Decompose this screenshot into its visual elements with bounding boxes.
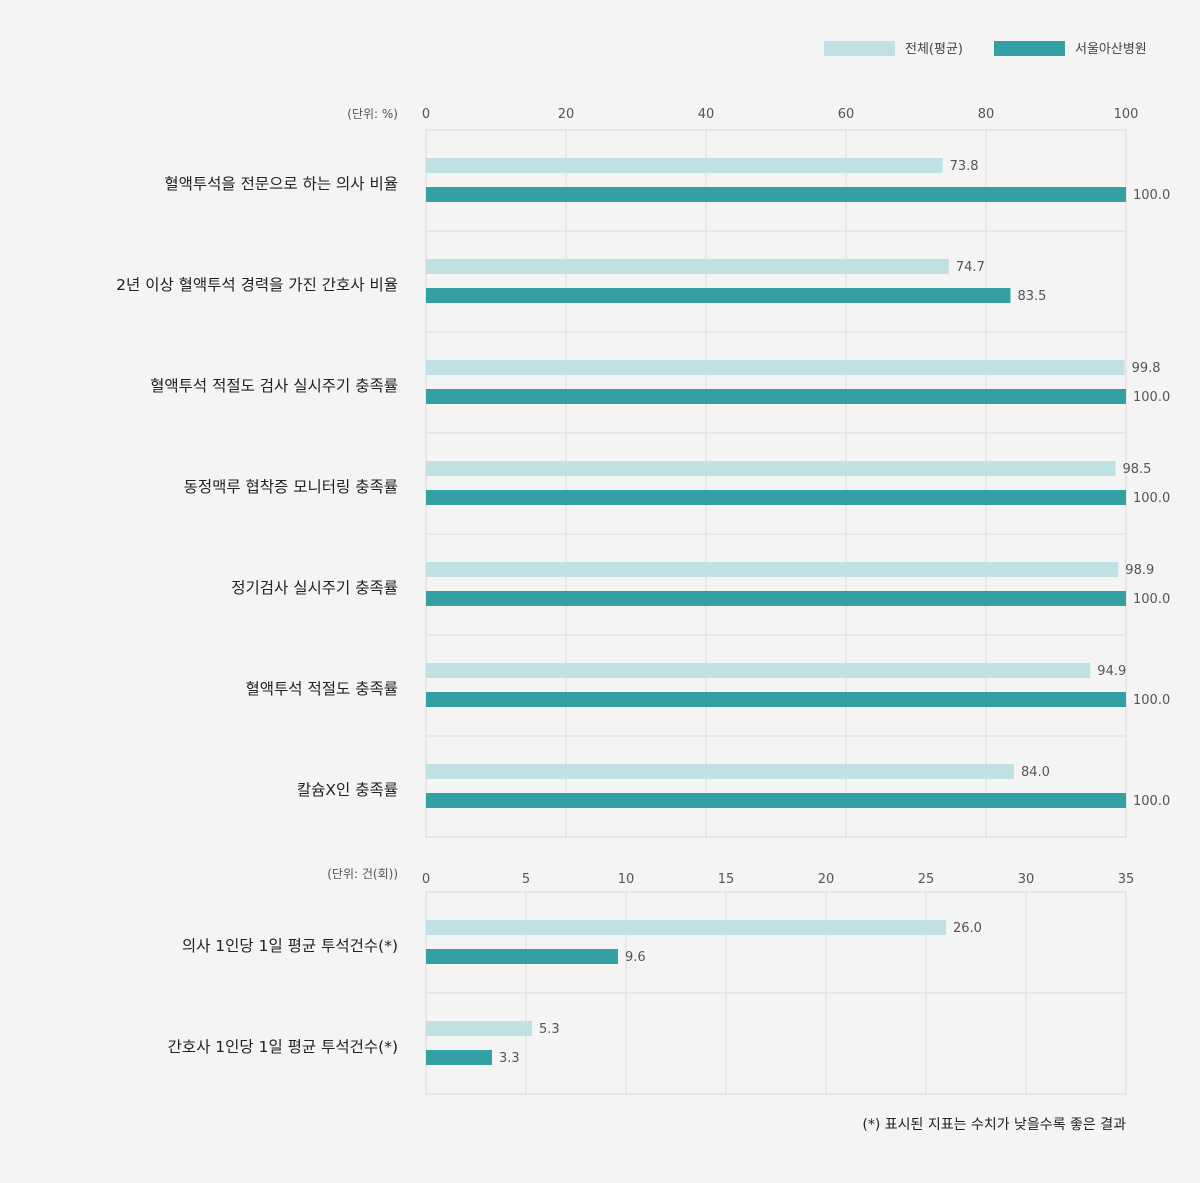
data-label-overall: 94.9	[1097, 664, 1126, 679]
chart2-category-label: 간호사 1인당 1일 평균 투석건수(*)	[168, 1038, 398, 1056]
data-label-overall: 84.0	[1021, 765, 1050, 780]
data-label-hospital: 100.0	[1133, 491, 1170, 506]
data-label-overall: 98.5	[1123, 462, 1152, 477]
data-label-overall: 5.3	[539, 1022, 560, 1037]
footnote: (*) 표시된 지표는 수치가 낮을수록 좋은 결과	[862, 1117, 1126, 1133]
data-label-overall: 74.7	[956, 260, 985, 275]
chart2-tick-label: 10	[618, 872, 635, 887]
bar-hospital	[426, 389, 1126, 404]
chart2-tick-label: 0	[422, 872, 430, 887]
bar-overall	[426, 663, 1091, 678]
bar-hospital	[426, 793, 1126, 808]
chart1-tick-label: 40	[698, 107, 715, 122]
chart1-category-label: 정기검사 실시주기 충족률	[231, 579, 398, 597]
data-label-hospital: 83.5	[1018, 289, 1047, 304]
chart2-tick-label: 35	[1118, 872, 1135, 887]
chart1-unit-label: (단위: %)	[347, 107, 398, 121]
legend-swatch-overall	[824, 41, 895, 56]
legend-swatch-hospital	[994, 41, 1065, 56]
bar-hospital	[426, 490, 1126, 505]
legend-label-hospital: 서울아산병원	[1075, 42, 1147, 57]
bar-hospital	[426, 949, 618, 964]
chart1-category-label: 2년 이상 혈액투석 경력을 가진 간호사 비율	[116, 276, 398, 294]
chart2-tick-label: 20	[818, 872, 835, 887]
data-label-hospital: 100.0	[1133, 794, 1170, 809]
chart1-category-label: 혈액투석을 전문으로 하는 의사 비율	[164, 175, 398, 193]
chart2-tick-label: 25	[918, 872, 935, 887]
chart2-tick-label: 15	[718, 872, 735, 887]
legend-label-overall: 전체(평균)	[905, 42, 963, 57]
chart1-tick-label: 60	[838, 107, 855, 122]
bar-overall	[426, 1021, 532, 1036]
bar-overall	[426, 562, 1119, 577]
chart2-unit-label: (단위: 건(회))	[327, 867, 398, 881]
data-label-hospital: 9.6	[625, 950, 646, 965]
data-label-hospital: 3.3	[499, 1051, 520, 1066]
bar-overall	[426, 158, 943, 173]
chart1-tick-label: 100	[1114, 107, 1139, 122]
bar-hospital	[426, 187, 1126, 202]
bar-overall	[426, 920, 946, 935]
chart1-tick-label: 80	[978, 107, 995, 122]
bar-hospital	[426, 692, 1126, 707]
chart1-category-label: 칼슘X인 충족률	[297, 781, 398, 799]
bar-overall	[426, 360, 1125, 375]
chart1-category-label: 혈액투석 적절도 검사 실시주기 충족률	[150, 377, 398, 395]
bar-hospital	[426, 1050, 492, 1065]
bar-overall	[426, 764, 1014, 779]
chart1-tick-label: 0	[422, 107, 430, 122]
bar-overall	[426, 461, 1116, 476]
bar-hospital	[426, 288, 1011, 303]
chart2-category-label: 의사 1인당 1일 평균 투석건수(*)	[182, 937, 398, 955]
data-label-hospital: 100.0	[1133, 693, 1170, 708]
chart1-category-label: 혈액투석 적절도 충족률	[246, 680, 398, 698]
data-label-hospital: 100.0	[1133, 390, 1170, 405]
data-label-hospital: 100.0	[1133, 188, 1170, 203]
chart2-tick-label: 30	[1018, 872, 1035, 887]
chart2-tick-label: 5	[522, 872, 530, 887]
bar-overall	[426, 259, 949, 274]
data-label-hospital: 100.0	[1133, 592, 1170, 607]
chart1-category-label: 동정맥루 협착증 모니터링 충족률	[184, 478, 398, 496]
data-label-overall: 99.8	[1132, 361, 1161, 376]
bar-hospital	[426, 591, 1126, 606]
data-label-overall: 26.0	[953, 921, 982, 936]
chart1-tick-label: 20	[558, 107, 575, 122]
data-label-overall: 98.9	[1125, 563, 1154, 578]
data-label-overall: 73.8	[950, 159, 979, 174]
legend: 전체(평균) 서울아산병원	[824, 41, 1147, 57]
chart1-plot-area	[425, 129, 1127, 838]
